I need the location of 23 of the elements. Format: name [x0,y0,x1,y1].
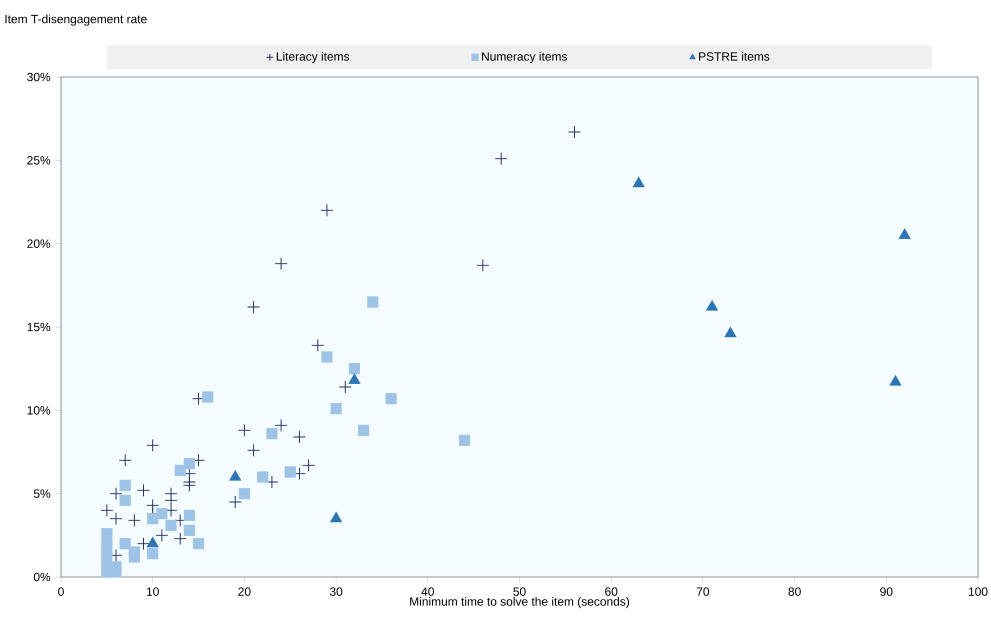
legend-label: Numeracy items [482,52,567,64]
x-axis-title: Minimum time to solve the item (seconds) [410,596,630,608]
y-tick-label: 0% [34,572,50,582]
y-tick-label: 5% [34,489,50,498]
legend-label: PSTRE items [699,52,770,61]
x-tick-label: 50 [513,587,526,596]
y-tick-label: 10% [28,406,50,415]
x-tick-label: 60 [605,587,618,596]
x-tick-label: 0 [58,587,64,596]
x-tick-label: 100 [968,587,988,596]
y-tick-label: 15% [28,322,50,332]
x-tick-label: 80 [788,587,801,596]
x-tick-label: 90 [880,587,892,596]
y-tick-label: 20% [27,239,50,248]
x-tick-label: 10 [146,587,159,596]
x-tick-label: 30 [330,587,342,596]
y-tick-label: 25% [27,156,50,165]
x-tick-label: 20 [238,587,251,596]
x-tick-label: 70 [696,587,710,596]
y-tick-label: 30% [27,72,50,82]
x-tick-label: 40 [421,587,434,596]
y-axis-title: Item T-disengagement rate [5,14,147,26]
legend-label: Literacy items [276,52,350,64]
